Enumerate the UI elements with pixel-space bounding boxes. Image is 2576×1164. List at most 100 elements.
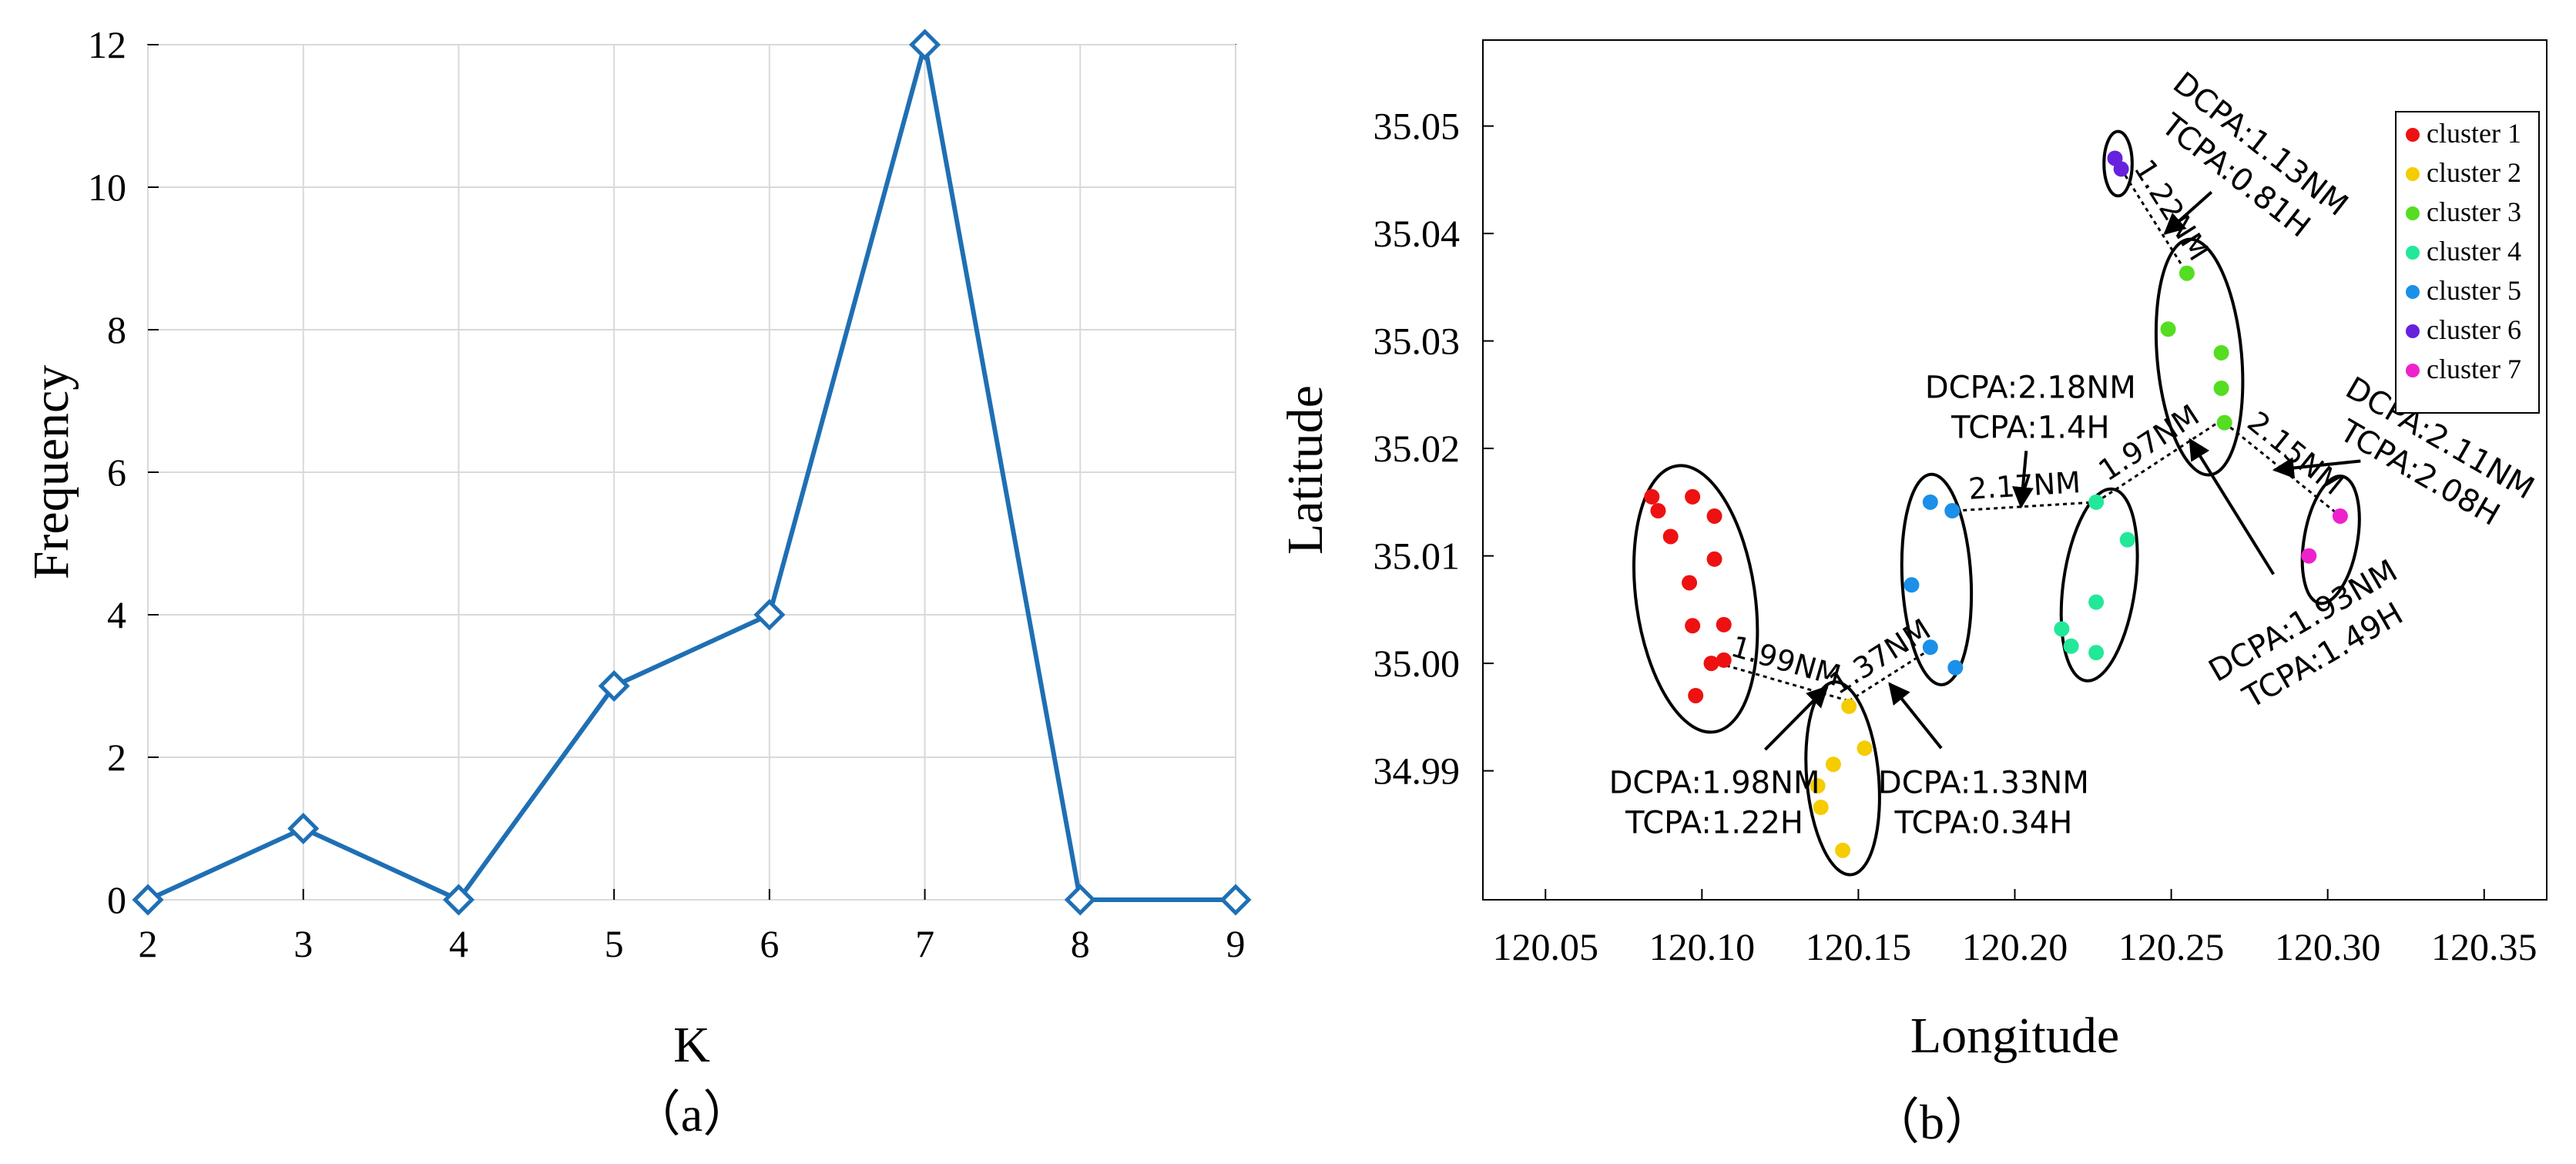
legend-marker: [2406, 324, 2420, 338]
cluster-data-point: [2054, 621, 2070, 637]
panel-b-y-tick-label: 35.01: [1374, 535, 1461, 578]
dcpa-tcpa-annotation: DCPA:2.18NM TCPA:1.4H: [1925, 370, 2136, 445]
panel-a-data-point: [287, 812, 320, 845]
panel-a-x-tick-label: 6: [760, 922, 779, 965]
annotation-text-line: DCPA:2.18NM: [1925, 370, 2136, 405]
cluster-data-point: [1716, 616, 1732, 632]
distance-link-label: 2.15NM: [2241, 404, 2350, 501]
legend-entry-label: cluster 6: [2427, 314, 2521, 345]
panel-a-y-tick-label: 6: [107, 451, 126, 494]
cluster-data-point: [1947, 659, 1964, 676]
annotation-arrow: [2163, 190, 2213, 235]
cluster-data-point: [2063, 638, 2079, 654]
legend-entry-label: cluster 1: [2427, 118, 2521, 149]
cluster-data-point: [1944, 503, 1961, 519]
panel-a-x-tick-label: 2: [139, 922, 158, 965]
panel-a-data-point: [753, 599, 786, 631]
panel-b-y-tick-label: 35.04: [1374, 212, 1461, 255]
panel-a-x-axis-label: K: [673, 1017, 710, 1073]
distance-link-line: [2095, 417, 2225, 504]
panel-a-y-tick-label: 0: [107, 878, 126, 921]
cluster-data-point: [2216, 414, 2232, 431]
panel-a-y-tick-label: 10: [88, 166, 126, 209]
legend-entry-label: cluster 5: [2427, 275, 2521, 306]
annotation-text-line: DCPA:1.33NM: [1878, 766, 2089, 801]
panel-b-scatter-chart: 120.05 120.10 120.15 120.20 120.25 120.30 120.…: [1277, 39, 2547, 1149]
panel-b-x-axis-label: Longitude: [1910, 1008, 2119, 1064]
panel-a-data-point: [132, 884, 164, 916]
panel-b-y-tick-label: 35.05: [1374, 105, 1461, 148]
cluster-data-point: [2088, 594, 2105, 610]
panel-b-y-axis-label: Latitude: [1277, 385, 1333, 555]
panel-b-caption: （b）: [1870, 1095, 1994, 1149]
panel-b-x-tick-label: 120.15: [1806, 925, 1912, 968]
panel-a-y-tick-label: 4: [107, 593, 126, 636]
distance-link-line: [1711, 659, 1850, 703]
panel-a-y-axis-label: Frequency: [23, 365, 79, 580]
panel-a-grid: [147, 44, 1236, 901]
cluster-boundary-ellipse: [2300, 475, 2361, 605]
cluster-data-point: [1922, 639, 1938, 656]
annotation-arrow: [2272, 457, 2361, 479]
panel-b-y-tick-label: 34.99: [1374, 750, 1461, 793]
cluster-data-point: [1857, 740, 1873, 756]
cluster-data-point: [2179, 265, 2195, 281]
panel-b-cluster-ellipses: [1632, 129, 2361, 877]
panel-b-x-tick-label: 120.30: [2275, 925, 2381, 968]
cluster-data-point: [2113, 161, 2129, 177]
panel-a-data-point: [1064, 884, 1096, 916]
legend-entry-label: cluster 3: [2427, 196, 2521, 227]
cluster-data-point: [2213, 344, 2229, 361]
panel-a-x-tick-label: 5: [605, 922, 624, 965]
distance-link-line: [1848, 646, 1934, 703]
panel-a-y-tick-label: 12: [88, 23, 126, 66]
legend-marker: [2406, 128, 2420, 142]
annotation-text-line: TCPA:1.22H: [1625, 806, 1803, 841]
panel-a-y-tick-label: 8: [107, 308, 126, 351]
annotation-text-line: DCPA:1.98NM: [1609, 766, 1820, 801]
panel-b-x-tick-label: 120.35: [2431, 925, 2537, 968]
legend-marker: [2406, 246, 2420, 260]
panel-a-x-tick-label: 4: [449, 922, 468, 965]
cluster-data-point: [1716, 652, 1732, 668]
cluster-boundary-ellipse: [1632, 464, 1759, 734]
cluster-data-point: [1903, 577, 1920, 593]
distance-link-label: 1.37NM: [1823, 612, 1937, 701]
annotation-text-line: TCPA:0.34H: [1893, 806, 2072, 841]
cluster-data-point: [2088, 645, 2105, 661]
annotation-arrow: [1888, 682, 1943, 750]
cluster-data-point: [1644, 488, 1660, 505]
cluster-data-point: [2332, 508, 2348, 524]
cluster-boundary-ellipse: [2154, 237, 2245, 477]
distance-link-line: [2120, 168, 2189, 274]
panel-a-x-tick-label: 9: [1226, 922, 1246, 965]
legend-entry-label: cluster 7: [2427, 354, 2521, 384]
panel-a-series-line: [146, 44, 1236, 903]
panel-b-y-tick-label: 35.03: [1374, 320, 1461, 363]
legend-marker: [2406, 285, 2420, 299]
cluster-data-point: [1841, 698, 1857, 714]
panel-b-y-tick-label: 35.02: [1374, 427, 1461, 470]
cluster-data-point: [1813, 800, 1829, 816]
cluster-data-point: [2160, 321, 2176, 337]
legend-marker: [2406, 206, 2420, 220]
panel-b-points: [1644, 150, 2348, 858]
panel-b-x-tick-label: 120.20: [1962, 925, 2068, 968]
cluster-boundary-ellipse: [1900, 472, 1974, 686]
panel-b-x-tick-label: 120.25: [2118, 925, 2225, 968]
cluster-data-point: [2213, 380, 2229, 396]
legend-entry-label: cluster 2: [2427, 157, 2521, 188]
cluster-data-point: [1685, 618, 1701, 634]
legend-marker: [2406, 364, 2420, 377]
legend-box: [2395, 111, 2540, 414]
dcpa-tcpa-annotation: DCPA:1.33NM TCPA:0.34H: [1878, 766, 2089, 841]
legend-marker: [2406, 167, 2420, 181]
cluster-boundary-ellipse: [2102, 129, 2134, 198]
cluster-data-point: [1706, 508, 1722, 524]
panel-a-x-tick-label: 3: [293, 922, 313, 965]
dcpa-tcpa-annotation: DCPA:1.98NM TCPA:1.22H: [1609, 766, 1820, 841]
panel-a-data-point: [909, 29, 941, 61]
cluster-data-point: [1835, 842, 1851, 858]
